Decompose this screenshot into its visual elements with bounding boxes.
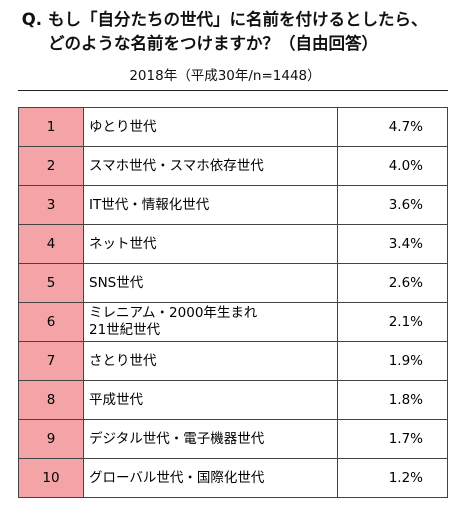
generation-name-cell: グローバル世代・国際化世代	[83, 458, 338, 498]
rank-cell: 7	[18, 341, 84, 381]
rank-cell: 10	[18, 458, 84, 498]
table-row: 8 平成世代 1.8%	[18, 380, 448, 420]
generation-name-cell: スマホ世代・スマホ依存世代	[83, 146, 338, 186]
question-label: Q.	[21, 10, 42, 29]
rank-cell: 6	[18, 302, 84, 342]
rank-cell: 3	[18, 185, 84, 225]
rank-cell: 2	[18, 146, 84, 186]
generation-name-cell: ネット世代	[83, 224, 338, 264]
generation-name-cell: ゆとり世代	[83, 107, 338, 147]
table-row: 5 SNS世代 2.6%	[18, 263, 448, 303]
table-row: 1 ゆとり世代 4.7%	[18, 107, 448, 147]
percentage-cell: 3.6%	[337, 185, 448, 225]
percentage-cell: 1.9%	[337, 341, 448, 381]
percentage-cell: 2.6%	[337, 263, 448, 303]
percentage-cell: 1.8%	[337, 380, 448, 420]
table-row: 3 IT世代・情報化世代 3.6%	[18, 185, 448, 225]
generation-name-cell: ミレニアム・2000年生まれ 21世紀世代	[83, 302, 338, 342]
table-row: 2 スマホ世代・スマホ依存世代 4.0%	[18, 146, 448, 186]
generation-name-cell: IT世代・情報化世代	[83, 185, 338, 225]
rank-cell: 8	[18, 380, 84, 420]
percentage-cell: 4.0%	[337, 146, 448, 186]
question-text-line1: もし「自分たちの世代」に名前を付けるとしたら、	[48, 10, 428, 29]
question-text-line2: どのような名前をつけますか？（自由回答）	[48, 34, 378, 53]
percentage-cell: 2.1%	[337, 302, 448, 342]
page-title: Q. もし「自分たちの世代」に名前を付けるとしたら、 どのような名前をつけますか…	[22, 8, 448, 56]
subtitle-underline	[18, 90, 448, 91]
generation-name-cell: SNS世代	[83, 263, 338, 303]
percentage-cell: 4.7%	[337, 107, 448, 147]
generation-name-cell: さとり世代	[83, 341, 338, 381]
table-row: 4 ネット世代 3.4%	[18, 224, 448, 264]
percentage-cell: 3.4%	[337, 224, 448, 264]
ranking-table: 1 ゆとり世代 4.7% 2 スマホ世代・スマホ依存世代 4.0% 3 IT世代・情報化世代 3…	[18, 107, 448, 498]
table-row: 10 グローバル世代・国際化世代 1.2%	[18, 458, 448, 498]
generation-name-cell: デジタル世代・電子機器世代	[83, 419, 338, 459]
generation-name-cell: 平成世代	[83, 380, 338, 420]
percentage-cell: 1.7%	[337, 419, 448, 459]
table-row: 9 デジタル世代・電子機器世代 1.7%	[18, 419, 448, 459]
survey-subtitle: 2018年（平成30年/n=1448）	[129, 68, 321, 84]
rank-cell: 5	[18, 263, 84, 303]
table-row: 6 ミレニアム・2000年生まれ 21世紀世代 2.1%	[18, 302, 448, 342]
rank-cell: 1	[18, 107, 84, 147]
percentage-cell: 1.2%	[337, 458, 448, 498]
rank-cell: 9	[18, 419, 84, 459]
ranking-table-body: 1 ゆとり世代 4.7% 2 スマホ世代・スマホ依存世代 4.0% 3 IT世代・情報化世代 3…	[18, 107, 448, 498]
rank-cell: 4	[18, 224, 84, 264]
table-row: 7 さとり世代 1.9%	[18, 341, 448, 381]
